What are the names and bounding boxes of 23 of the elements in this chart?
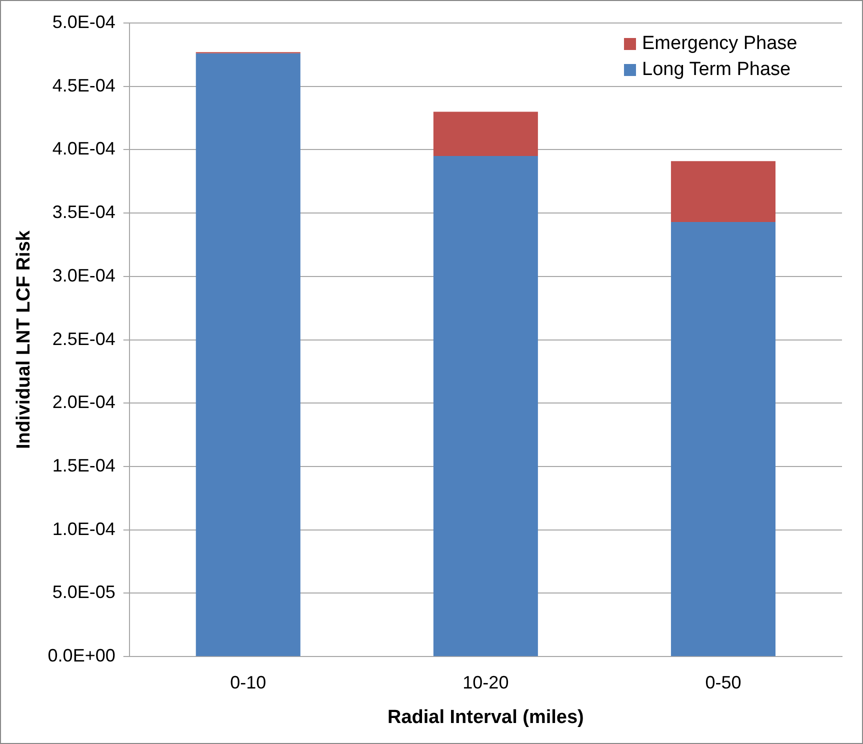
y-tick-label: 2.0E-04 — [52, 392, 116, 412]
x-tick-label: 0-50 — [705, 672, 742, 692]
legend-label: Long Term Phase — [642, 58, 791, 82]
bar — [433, 156, 538, 656]
y-tick-label: 5.0E-05 — [52, 582, 116, 602]
y-axis-title: Individual LNT LCF Risk — [14, 230, 35, 450]
bar — [433, 112, 538, 156]
y-tick-label: 1.5E-04 — [52, 455, 116, 476]
y-tick-label: 5.0E-04 — [52, 12, 116, 32]
y-tick-label: 2.5E-04 — [52, 328, 116, 349]
y-tick-label: 0.0E+00 — [48, 646, 116, 666]
bar — [196, 53, 300, 656]
x-tick-label: 0-10 — [230, 672, 266, 692]
y-tick-label: 4.5E-04 — [52, 75, 116, 96]
x-tick-label: 10-20 — [462, 672, 509, 692]
bar — [670, 222, 776, 656]
y-tick-label: 3.0E-04 — [52, 265, 116, 286]
legend-label: Emergency Phase — [642, 32, 798, 56]
y-tick-label: 3.5E-04 — [52, 202, 116, 222]
x-axis-title: Radial Interval (miles) — [387, 706, 584, 728]
y-tick-label: 4.0E-04 — [52, 138, 116, 159]
bar — [670, 161, 776, 222]
y-tick-label: 1.0E-04 — [52, 518, 116, 539]
